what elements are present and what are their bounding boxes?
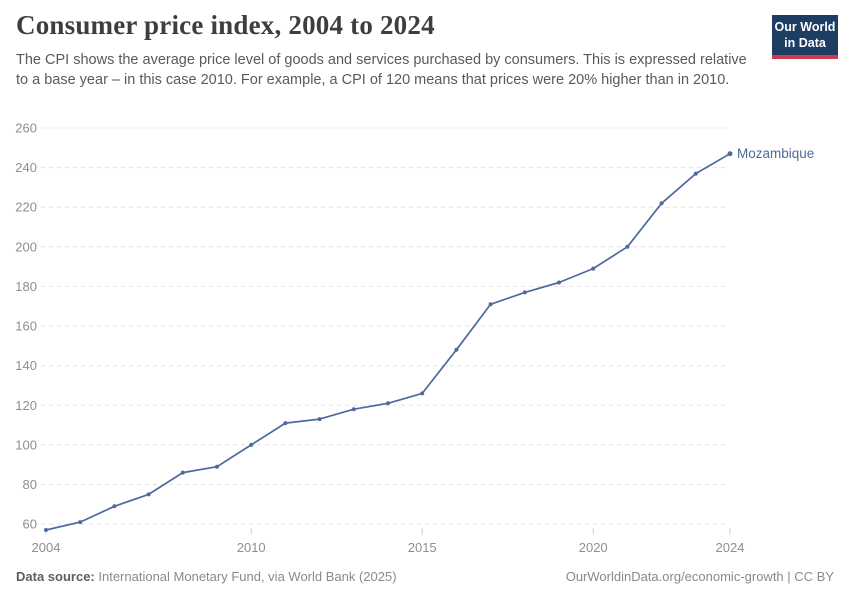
data-point[interactable] xyxy=(112,504,117,509)
data-point[interactable] xyxy=(146,492,151,497)
y-axis-tick-label: 180 xyxy=(15,279,37,294)
chart-title: Consumer price index, 2004 to 2024 xyxy=(16,10,435,40)
owid-logo-line1: Our World xyxy=(774,20,836,34)
data-point[interactable] xyxy=(180,470,185,475)
data-source-line: Data source: International Monetary Fund… xyxy=(16,569,397,584)
y-axis-tick-label: 120 xyxy=(15,398,37,413)
data-point[interactable] xyxy=(488,302,493,307)
data-point[interactable] xyxy=(454,347,459,352)
cpi-line-mozambique[interactable] xyxy=(45,152,731,531)
data-point[interactable] xyxy=(283,421,288,426)
y-axis-tick-label: 200 xyxy=(15,239,37,254)
y-axis-tick-label: 140 xyxy=(15,358,37,373)
chart-subtitle: The CPI shows the average price level of… xyxy=(16,52,747,88)
y-axis-tick-label: 220 xyxy=(15,200,37,215)
data-point[interactable] xyxy=(522,290,527,295)
data-point[interactable] xyxy=(317,417,322,422)
x-axis-tick-label: 2024 xyxy=(716,540,745,555)
x-axis-tick-label: 2020 xyxy=(579,540,608,555)
owid-logo[interactable]: Our World in Data xyxy=(772,15,838,59)
x-axis-tick-label: 2015 xyxy=(408,540,437,555)
x-axis-tick-label: 2004 xyxy=(32,540,61,555)
y-axis-tick-label: 60 xyxy=(23,517,37,532)
data-point[interactable] xyxy=(215,464,219,469)
attribution-link[interactable]: OurWorldinData.org/economic-growth | CC … xyxy=(565,569,834,584)
data-point[interactable] xyxy=(591,266,596,271)
data-point[interactable] xyxy=(386,401,390,406)
data-point[interactable] xyxy=(727,151,733,157)
data-point[interactable] xyxy=(249,442,254,447)
data-point[interactable] xyxy=(351,407,356,412)
y-axis-tick-label: 240 xyxy=(15,160,37,175)
y-axis-tick-label: 260 xyxy=(15,121,37,136)
data-point[interactable] xyxy=(693,171,698,176)
data-point[interactable] xyxy=(44,528,48,532)
data-source-text: International Monetary Fund, via World B… xyxy=(94,569,397,584)
data-source-label: Data source: xyxy=(16,569,95,584)
data-point[interactable] xyxy=(557,280,561,285)
x-axis-tick-label: 2010 xyxy=(237,540,266,555)
y-axis-tick-label: 100 xyxy=(15,437,37,452)
y-axis-tick-label: 160 xyxy=(15,319,37,334)
data-point[interactable] xyxy=(625,244,630,249)
series-label-mozambique[interactable]: Mozambique xyxy=(737,146,814,161)
data-point[interactable] xyxy=(659,201,664,206)
data-point[interactable] xyxy=(78,520,83,525)
data-point[interactable] xyxy=(420,391,425,396)
y-axis-tick-label: 80 xyxy=(23,477,37,492)
owid-logo-line2: in Data xyxy=(784,35,826,50)
